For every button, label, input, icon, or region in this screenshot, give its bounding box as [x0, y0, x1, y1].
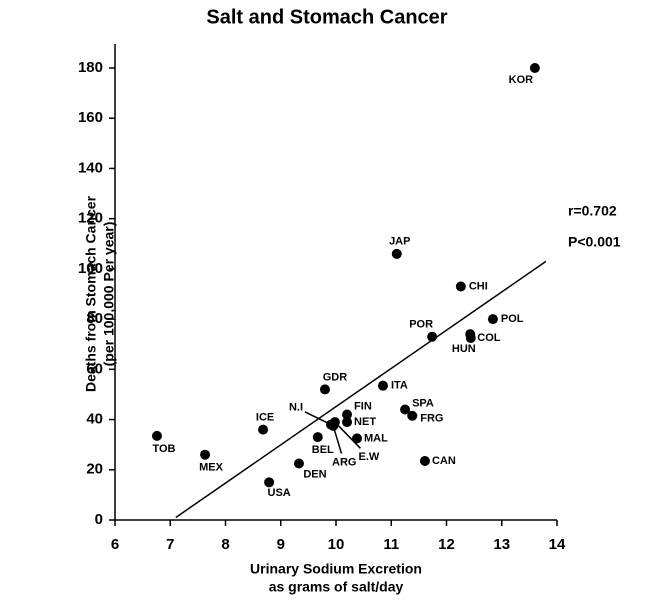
point-label: GDR	[323, 371, 348, 383]
point-label: SPA	[412, 397, 434, 409]
point-label: FRG	[420, 413, 443, 425]
point-label: ICE	[256, 412, 274, 424]
point-label: HUN	[452, 343, 476, 355]
point-label: TOB	[152, 443, 175, 455]
y-tick-label: 120	[78, 210, 103, 227]
x-axis-label: Urinary Sodium Excretion	[250, 561, 422, 577]
point	[465, 332, 476, 343]
y-tick-label: 140	[78, 159, 103, 176]
point-label: POR	[409, 319, 433, 331]
point	[427, 331, 438, 342]
point-label: DEN	[303, 468, 326, 480]
point	[407, 410, 418, 421]
point	[391, 248, 402, 259]
x-tick-label: 14	[549, 536, 566, 553]
x-tick-label: 6	[111, 536, 119, 553]
y-tick-label: 100	[78, 260, 103, 277]
point-label: POL	[501, 313, 524, 325]
point-label: BEL	[312, 444, 334, 456]
point-label: USA	[268, 487, 291, 499]
point-label: MAL	[364, 432, 388, 444]
point	[200, 449, 211, 460]
point-label: ARG	[332, 457, 356, 469]
y-axis-label: (per 100,000 Per year)	[101, 222, 117, 367]
y-tick-label: 0	[95, 511, 103, 528]
point	[455, 281, 466, 292]
point	[293, 458, 304, 469]
annotation: P<0.001	[568, 234, 621, 250]
x-tick-label: 9	[277, 536, 285, 553]
point	[151, 430, 162, 441]
y-tick-label: 20	[86, 461, 103, 478]
point	[377, 380, 388, 391]
y-tick-label: 160	[78, 109, 103, 126]
x-tick-label: 10	[328, 536, 345, 553]
y-tick-label: 180	[78, 59, 103, 76]
x-tick-label: 13	[493, 536, 510, 553]
y-tick-label: 60	[86, 360, 103, 377]
point-label: MEX	[199, 462, 224, 474]
point-label: ITA	[391, 380, 408, 392]
leader-line	[304, 411, 332, 426]
x-tick-label: 7	[166, 536, 174, 553]
point	[342, 409, 353, 420]
point-label: CAN	[432, 455, 456, 467]
y-tick-label: 80	[86, 310, 103, 327]
x-tick-label: 8	[221, 536, 229, 553]
annotation: r=0.702	[568, 203, 617, 219]
point-label: COL	[477, 332, 501, 344]
leader-line	[334, 421, 361, 449]
point	[342, 417, 353, 428]
trendline	[175, 260, 547, 519]
point	[529, 63, 540, 73]
x-tick-label: 11	[383, 536, 399, 553]
point-label: N.I	[289, 401, 303, 413]
point	[319, 384, 330, 395]
point-label: NET	[354, 416, 376, 428]
point	[400, 404, 411, 415]
point-label: KOR	[509, 74, 534, 86]
point-label: E.W	[359, 451, 380, 463]
y-tick-label: 40	[86, 411, 103, 428]
point-label: JAP	[389, 236, 410, 248]
point	[351, 433, 362, 444]
leader-line	[332, 425, 343, 454]
point-label: CHI	[469, 280, 488, 292]
point-label: FIN	[354, 400, 372, 412]
point	[487, 314, 498, 325]
point	[312, 432, 323, 443]
y-axis-label: Deaths from Stomach Cancer	[83, 195, 99, 392]
point	[258, 424, 269, 435]
point	[419, 455, 430, 466]
x-axis-label: as grams of salt/day	[269, 579, 404, 595]
chart-title: Salt and Stomach Cancer	[206, 6, 447, 28]
point	[264, 477, 275, 488]
x-tick-label: 12	[438, 536, 455, 553]
